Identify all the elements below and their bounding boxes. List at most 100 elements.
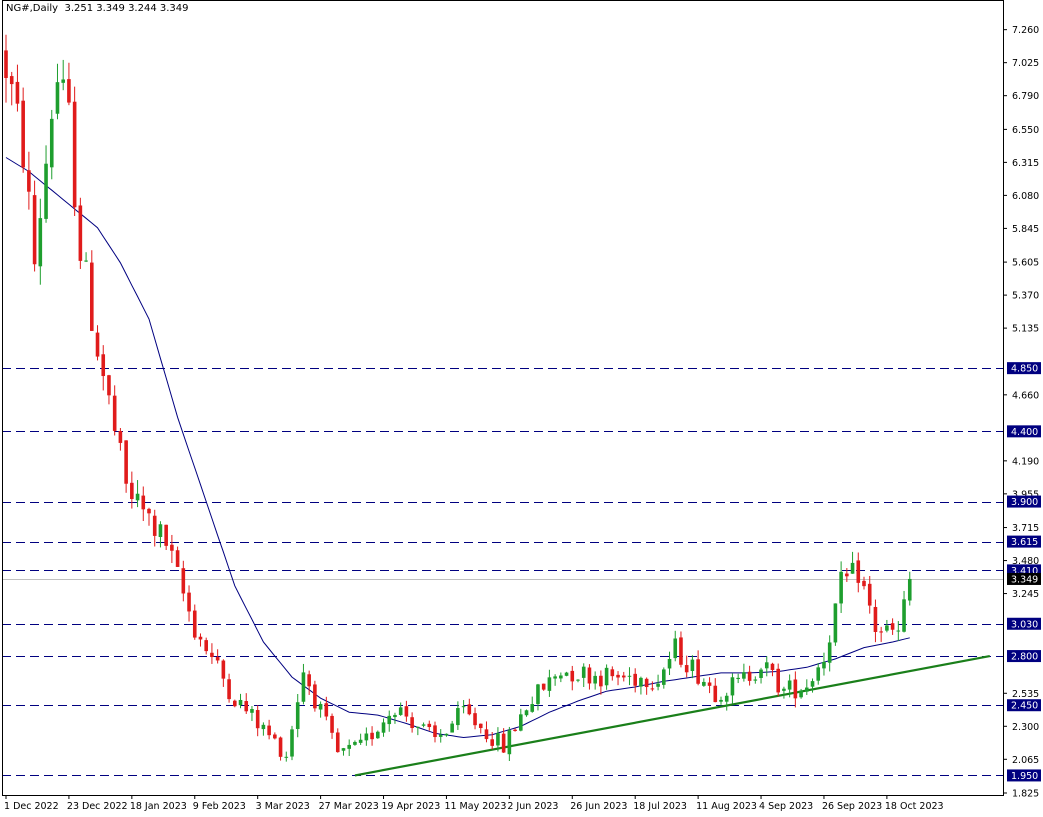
candle bbox=[55, 63, 60, 120]
candle-body bbox=[32, 195, 37, 265]
candle bbox=[456, 701, 460, 730]
candle bbox=[713, 678, 718, 703]
candle-body bbox=[827, 642, 832, 663]
candle bbox=[793, 671, 798, 708]
candle bbox=[27, 151, 31, 210]
candle bbox=[421, 722, 426, 728]
candle-body bbox=[604, 667, 609, 686]
candle-body bbox=[713, 685, 718, 703]
candle bbox=[536, 683, 540, 711]
candle-body bbox=[621, 675, 626, 678]
level-label-bg bbox=[1007, 425, 1041, 438]
candle-body bbox=[656, 683, 660, 687]
level-label: 1.950 bbox=[1011, 771, 1038, 782]
candle bbox=[101, 345, 106, 391]
candle-body bbox=[95, 332, 100, 357]
candle-body bbox=[747, 671, 752, 681]
candle bbox=[301, 663, 306, 705]
candle bbox=[799, 688, 803, 699]
candle-body bbox=[564, 672, 569, 676]
candle-body bbox=[335, 732, 340, 753]
candle-body bbox=[118, 431, 123, 443]
candle-body bbox=[404, 706, 409, 717]
candle bbox=[856, 552, 861, 593]
candle bbox=[238, 693, 243, 709]
candle-body bbox=[421, 724, 426, 726]
candle-body bbox=[667, 658, 672, 669]
candle bbox=[524, 709, 529, 717]
candle-body bbox=[553, 676, 557, 679]
candle bbox=[90, 250, 94, 332]
candle bbox=[15, 64, 20, 112]
support-trendline bbox=[354, 654, 991, 777]
x-tick-label: 18 Jul 2023 bbox=[633, 801, 687, 812]
candle-body bbox=[490, 739, 494, 746]
candle bbox=[873, 599, 878, 643]
candle bbox=[244, 693, 249, 714]
candle bbox=[4, 34, 8, 103]
candle bbox=[204, 637, 208, 655]
candle-body bbox=[444, 733, 449, 736]
candle bbox=[450, 720, 454, 733]
candle bbox=[513, 728, 517, 732]
candle-body bbox=[4, 50, 8, 79]
candle bbox=[393, 712, 397, 724]
candle bbox=[158, 521, 163, 548]
candle bbox=[724, 692, 729, 711]
candle bbox=[621, 671, 626, 682]
candle-body bbox=[192, 610, 197, 638]
candle-body bbox=[353, 741, 357, 745]
candle-body bbox=[536, 684, 540, 705]
candle bbox=[364, 727, 369, 746]
candle-body bbox=[730, 677, 735, 696]
candle-body bbox=[210, 652, 214, 658]
x-tick-label: 27 Mar 2023 bbox=[319, 801, 379, 812]
candle bbox=[124, 440, 128, 493]
candle-body bbox=[885, 625, 889, 631]
candle-body bbox=[696, 659, 700, 684]
y-tick-label: 3.245 bbox=[1012, 589, 1039, 600]
candle-body bbox=[850, 562, 855, 574]
candle bbox=[187, 585, 191, 622]
x-tick-label: 4 Sep 2023 bbox=[759, 801, 813, 812]
candle bbox=[130, 471, 134, 509]
plot-border bbox=[2, 0, 1004, 796]
candle bbox=[490, 731, 494, 750]
time-axis: 1 Dec 2022 23 Dec 2022 18 Jan 2023 9 Feb 20… bbox=[4, 795, 944, 812]
candle bbox=[662, 667, 666, 689]
candle-body bbox=[324, 703, 329, 717]
candle bbox=[673, 630, 678, 662]
candle-body bbox=[181, 568, 186, 594]
candle-body bbox=[793, 679, 798, 699]
candle-body bbox=[736, 677, 740, 680]
candle bbox=[559, 672, 563, 683]
candle-body bbox=[530, 704, 535, 712]
candle bbox=[610, 666, 615, 681]
candle-body bbox=[278, 737, 283, 757]
current-price-label-bg bbox=[1007, 572, 1041, 585]
candle-body bbox=[702, 681, 706, 686]
candle-body bbox=[130, 482, 134, 499]
candle bbox=[175, 546, 180, 568]
candle-body bbox=[295, 702, 300, 730]
candle bbox=[21, 87, 25, 173]
candle bbox=[747, 665, 752, 686]
candle-body bbox=[187, 592, 191, 612]
candle bbox=[473, 707, 477, 730]
candle-body bbox=[438, 734, 443, 737]
candle-body bbox=[21, 100, 25, 168]
y-tick-label: 6.080 bbox=[1012, 191, 1039, 202]
candle bbox=[147, 507, 151, 526]
candle bbox=[278, 736, 283, 761]
candle bbox=[850, 551, 855, 574]
candle bbox=[433, 721, 437, 743]
candle bbox=[67, 62, 71, 106]
candle bbox=[38, 198, 43, 285]
candle-body bbox=[84, 260, 88, 262]
candle-body bbox=[673, 638, 678, 659]
chart-frame bbox=[2, 0, 1004, 796]
candle-body bbox=[753, 679, 758, 681]
candle-body bbox=[541, 683, 546, 690]
candle-body bbox=[347, 744, 351, 749]
candle bbox=[118, 428, 123, 451]
